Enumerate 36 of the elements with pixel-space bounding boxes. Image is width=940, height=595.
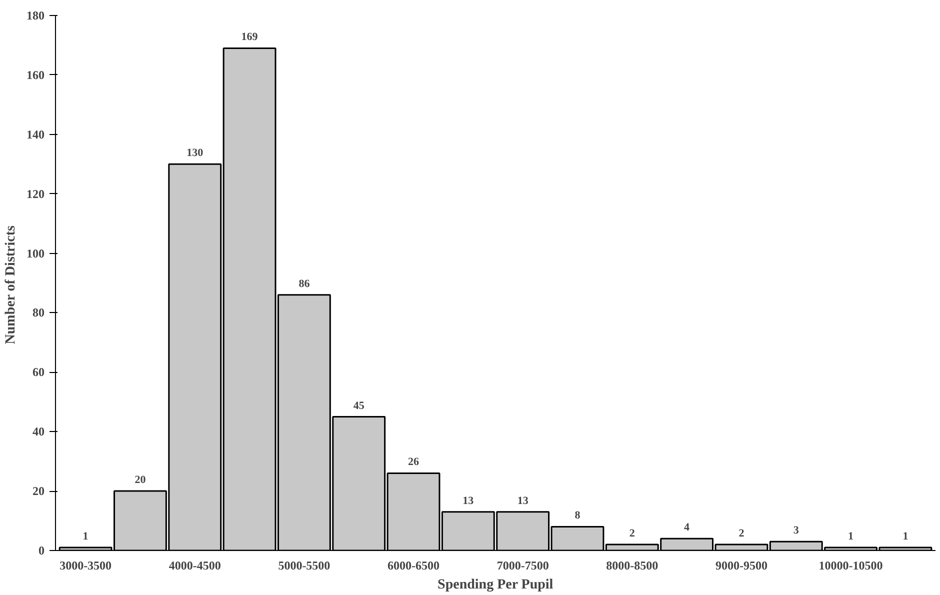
y-tick-label: 100: [26, 246, 44, 260]
data-label: 2: [629, 528, 636, 540]
data-label: 26: [408, 456, 420, 468]
y-tick-label: 80: [32, 306, 44, 320]
data-label: 3: [793, 524, 800, 537]
data-label: 130: [186, 147, 204, 160]
x-tick-label: 8000-8500: [606, 558, 658, 572]
x-tick-label: 4000-4500: [168, 558, 221, 572]
x-tick-label: 3000-3500: [60, 558, 112, 572]
data-label: 2: [738, 528, 745, 540]
y-tick-label: 0: [38, 544, 44, 558]
data-label: 86: [298, 278, 310, 290]
data-label: 169: [241, 31, 258, 44]
data-label: 1: [82, 530, 88, 543]
x-tick-label: 5000-5500: [278, 558, 330, 572]
data-label: 1: [902, 530, 908, 543]
y-tick-label: 160: [26, 68, 44, 82]
x-tick-label: 9000-9500: [715, 558, 768, 572]
y-tick-label: 120: [26, 186, 44, 201]
y-tick-label: 60: [32, 365, 44, 380]
x-tick-label: 6000-6500: [388, 558, 440, 572]
y-tick-label: 40: [32, 424, 44, 439]
y-tick-label: 20: [32, 484, 44, 498]
data-label: 13: [517, 494, 529, 507]
y-tick-label: 180: [26, 8, 44, 22]
x-tick-label: 10000-10500: [818, 558, 883, 572]
data-label: 13: [462, 494, 474, 507]
y-tick-label: 140: [26, 127, 44, 142]
data-label: 1: [848, 530, 854, 543]
data-label: 45: [353, 400, 365, 412]
x-tick-label: 7000-7500: [496, 558, 549, 572]
x-axis-title: Spending Per Pupil: [438, 578, 554, 592]
data-label: 20: [134, 474, 146, 486]
y-axis-title: Number of Districts: [4, 224, 18, 344]
data-label: 4: [684, 522, 690, 534]
data-label: 8: [574, 510, 581, 522]
